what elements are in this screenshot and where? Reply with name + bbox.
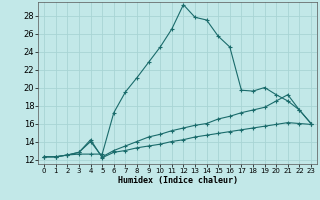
X-axis label: Humidex (Indice chaleur): Humidex (Indice chaleur) — [118, 176, 238, 185]
